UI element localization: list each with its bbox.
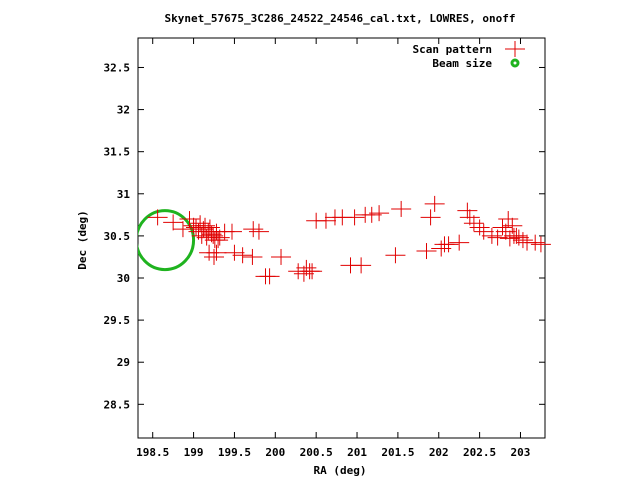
- x-tick-label: 198.5: [136, 446, 169, 459]
- x-tick-label: 202.5: [463, 446, 496, 459]
- scan-point: [172, 221, 193, 238]
- legend-label-scan-pattern: Scan pattern: [413, 43, 492, 56]
- scan-point: [271, 248, 292, 265]
- x-tick-label: 203: [511, 446, 531, 459]
- scan-point: [248, 223, 269, 240]
- scan-point: [473, 223, 494, 240]
- scan-point: [242, 248, 263, 265]
- y-tick-label: 30.5: [104, 230, 131, 243]
- plot-frame: [137, 37, 546, 439]
- scan-point: [481, 227, 502, 244]
- scan-point: [449, 234, 470, 251]
- x-tick-label: 202: [429, 446, 449, 459]
- scan-point: [487, 229, 508, 246]
- x-tick-label: 200: [265, 446, 285, 459]
- scan-point: [208, 232, 229, 249]
- scan-point: [243, 221, 264, 238]
- scan-point: [206, 244, 227, 261]
- beam-size-series: [138, 209, 196, 272]
- y-tick-label: 28.5: [104, 398, 131, 411]
- scan-point: [431, 240, 452, 257]
- y-tick-label: 32.5: [104, 61, 131, 74]
- scan-point: [385, 247, 406, 264]
- scan-point: [344, 209, 365, 226]
- scan-point: [351, 257, 372, 274]
- scan-point: [293, 265, 314, 282]
- beam-size-circle: [138, 209, 196, 272]
- x-tick-label: 199.5: [218, 446, 251, 459]
- y-tick-label: 32: [117, 104, 130, 117]
- y-tick-label: 29: [117, 356, 130, 369]
- scan-point: [315, 212, 336, 229]
- scan-point: [416, 243, 437, 260]
- scan-point: [221, 223, 242, 240]
- scan-point: [530, 236, 551, 253]
- x-tick-label: 201: [347, 446, 367, 459]
- scan-point: [179, 211, 200, 228]
- scan-point: [232, 247, 253, 264]
- legend: Scan pattern Beam size: [413, 41, 525, 70]
- scan-point: [195, 217, 216, 234]
- x-axis: 198.5 199 199.5 200 200.5 201 201.5 202 202.5 203: [136, 38, 530, 459]
- y-tick-label: 30: [117, 272, 130, 285]
- scan-point: [302, 263, 323, 280]
- chart-title: Skynet_57675_3C286_24522_24546_cal.txt, …: [165, 12, 516, 25]
- legend-label-beam-size: Beam size: [432, 57, 492, 70]
- scan-point: [420, 209, 441, 226]
- scan-point: [463, 215, 484, 232]
- y-axis-label: Dec (deg): [76, 210, 89, 270]
- scan-point: [361, 206, 382, 223]
- scan-point: [147, 209, 168, 226]
- scan-pattern-series: [147, 195, 551, 285]
- scan-point: [204, 248, 225, 265]
- scan-point: [391, 200, 412, 217]
- legend-marker-plus-icon: [505, 41, 525, 57]
- scan-point: [424, 195, 445, 212]
- x-axis-label: RA (deg): [314, 464, 367, 477]
- x-tick-label: 201.5: [381, 446, 414, 459]
- scan-point: [459, 209, 480, 226]
- y-tick-label: 31.5: [104, 146, 131, 159]
- scan-point: [190, 215, 211, 232]
- x-tick-label: 200.5: [300, 446, 333, 459]
- scan-point: [492, 219, 513, 236]
- scan-point: [163, 214, 184, 231]
- scan-point: [224, 244, 245, 261]
- scan-point: [469, 219, 490, 236]
- scan-point: [259, 268, 280, 285]
- scan-point: [369, 205, 390, 222]
- y-axis: 28.5 29 29.5 30 30.5 31 31.5 32 32.5: [104, 61, 545, 411]
- scan-point: [512, 232, 533, 249]
- x-tick-label: 199: [184, 446, 204, 459]
- y-tick-label: 31: [117, 188, 131, 201]
- legend-marker-circle-icon: [510, 58, 520, 68]
- y-tick-label: 29.5: [104, 314, 131, 327]
- scan-point: [438, 236, 459, 253]
- scan-point: [502, 217, 523, 234]
- scan-point: [457, 202, 478, 219]
- scan-point: [296, 259, 317, 276]
- scan-point: [525, 234, 546, 251]
- scan-point: [498, 211, 519, 228]
- scan-point: [209, 229, 230, 246]
